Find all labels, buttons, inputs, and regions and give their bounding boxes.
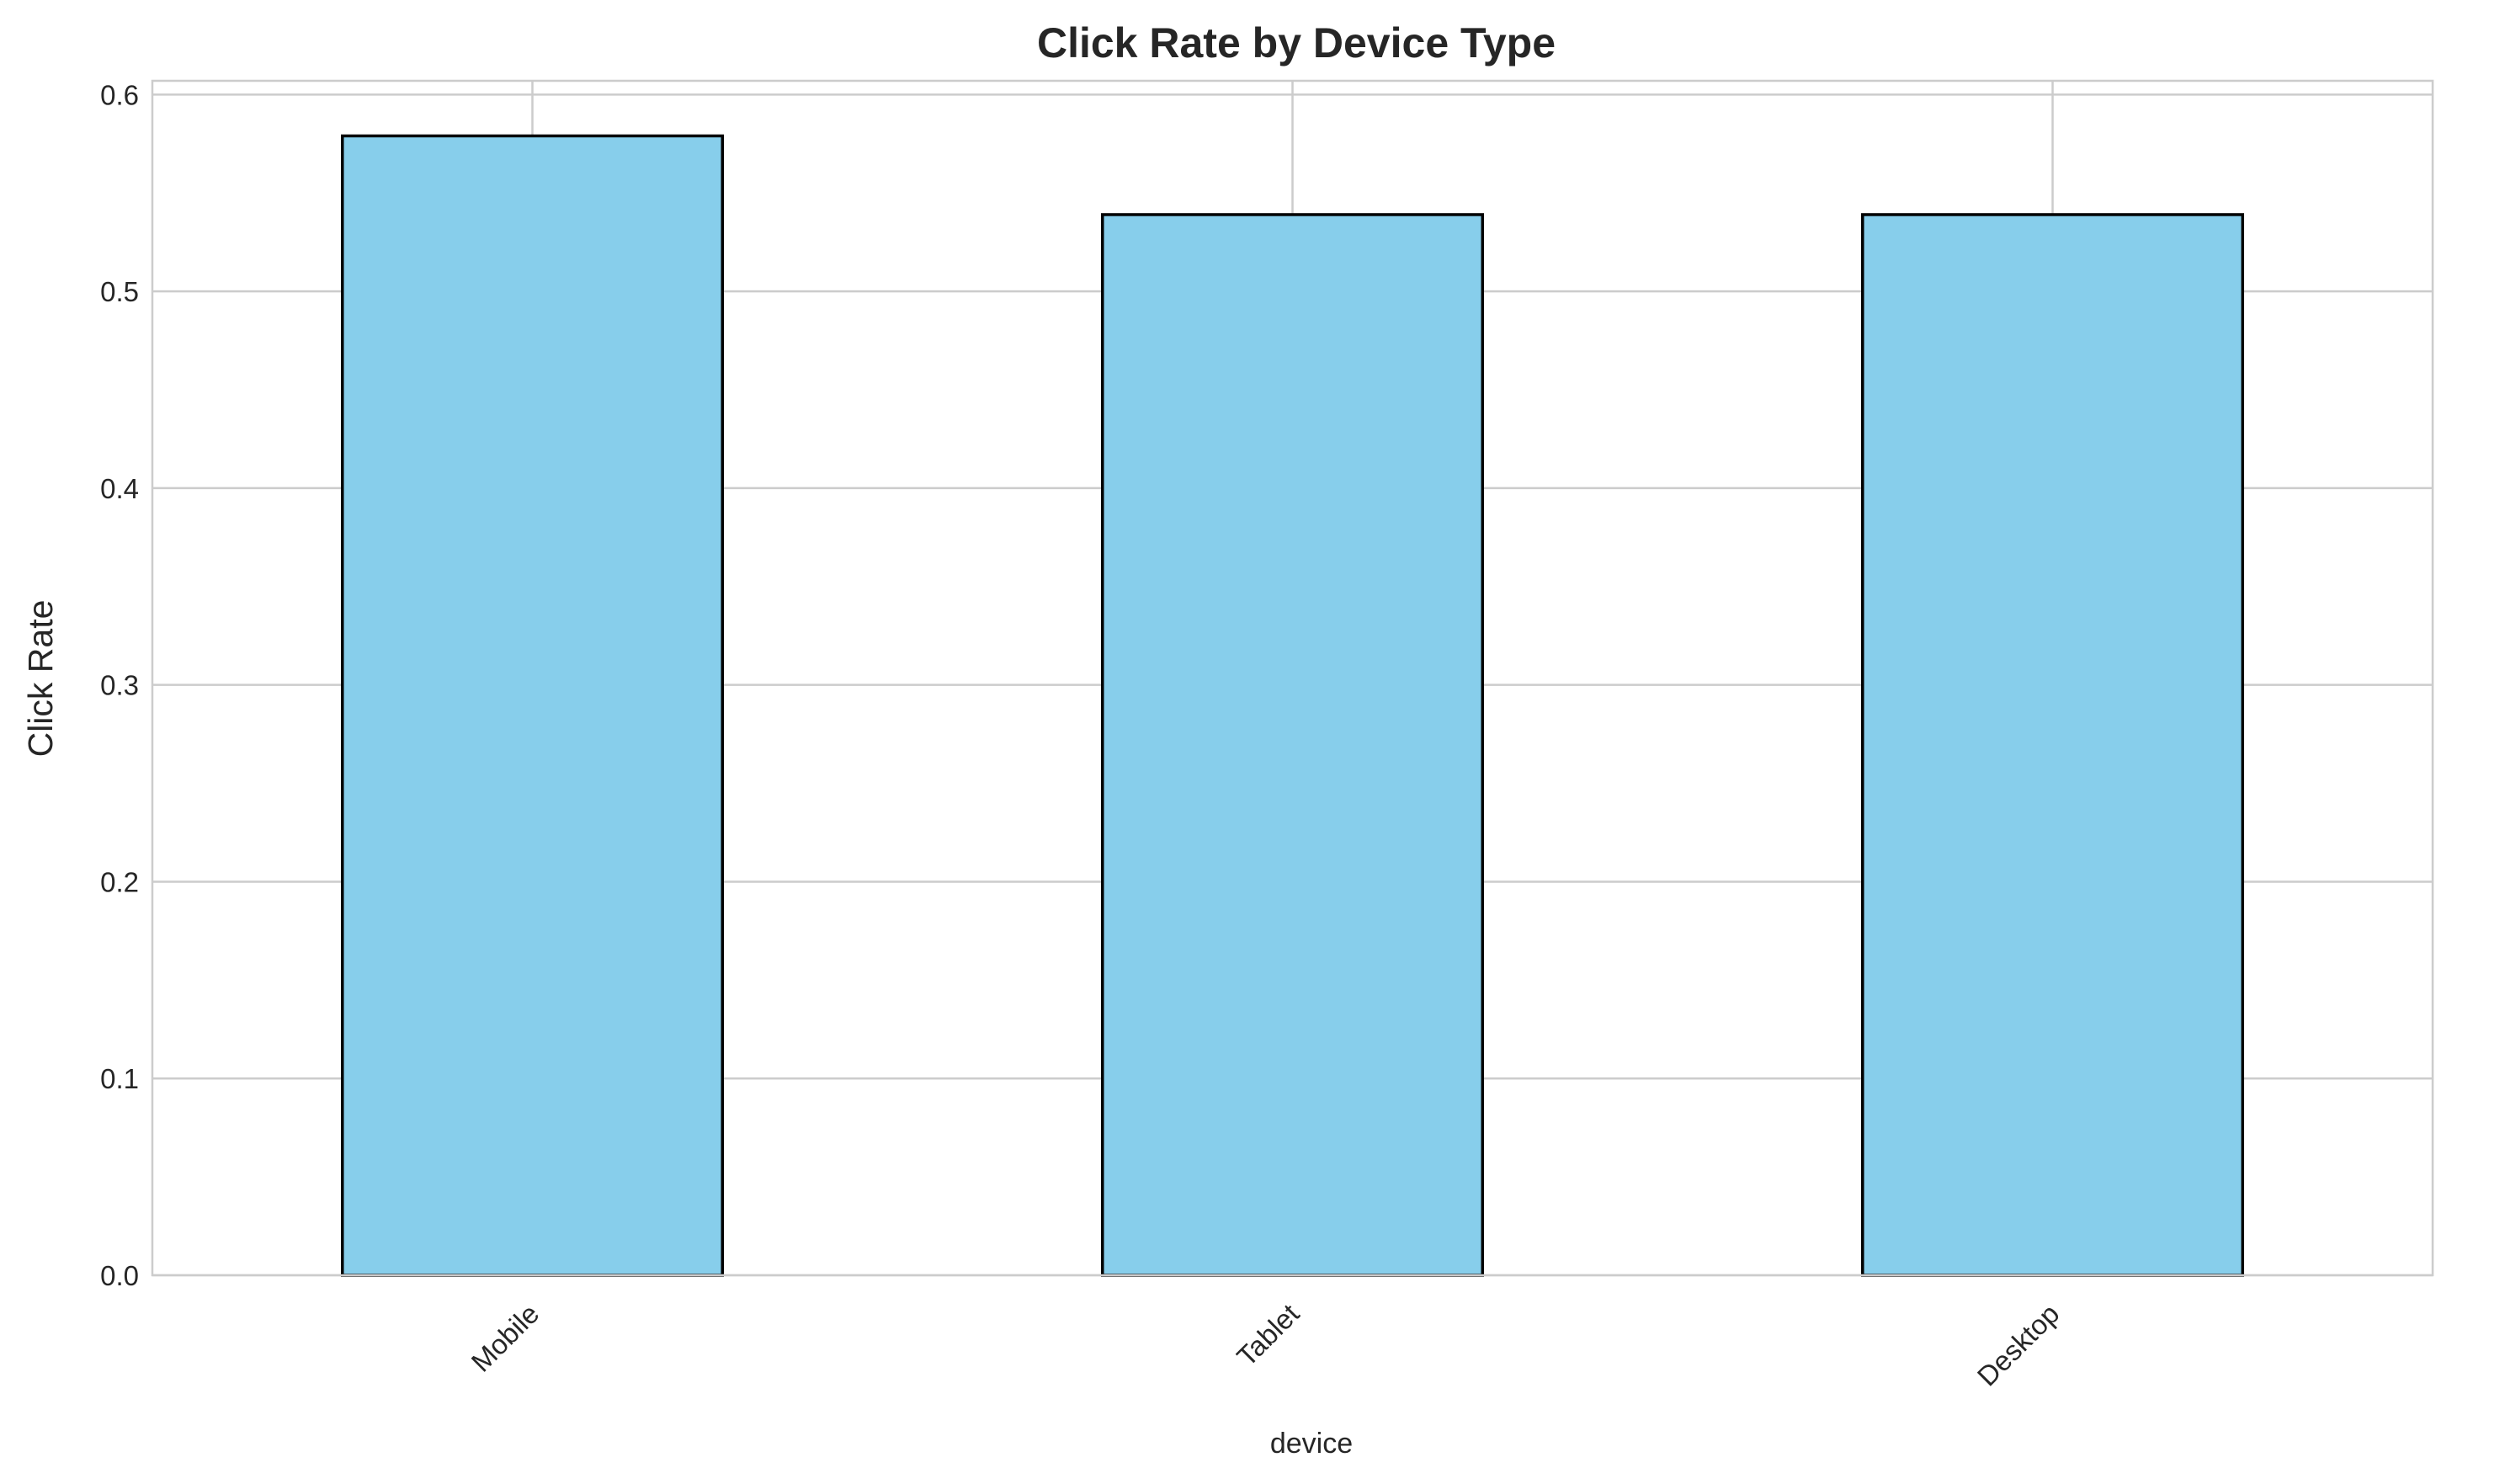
y-tick-label: 0.5	[100, 276, 139, 307]
y-tick-label: 0.6	[100, 79, 139, 110]
bar-desktop	[1861, 213, 2244, 1277]
bar-mobile	[341, 134, 724, 1277]
y-tick-label: 0.4	[100, 473, 139, 504]
x-tick-label: Desktop	[1971, 1298, 2066, 1392]
chart-title: Click Rate by Device Type	[1037, 19, 1556, 66]
x-tick-label: Tablet	[1231, 1298, 1305, 1372]
y-axis-label: Click Rate	[21, 600, 60, 758]
y-tick-label: 0.3	[100, 670, 139, 701]
x-axis-ticks: Mobile Tablet Desktop	[465, 1298, 2066, 1392]
y-tick-label: 0.2	[100, 866, 139, 897]
plot-frame	[151, 79, 2434, 1277]
bars	[341, 134, 2244, 1277]
y-tick-label: 0.0	[100, 1260, 139, 1291]
x-axis-label: device	[1270, 1428, 1353, 1460]
y-tick-label: 0.1	[100, 1063, 139, 1094]
bar-tablet	[1101, 213, 1484, 1277]
y-axis-ticks: 0.0 0.1 0.2 0.3 0.4 0.5 0.6	[100, 79, 139, 1291]
x-tick-label: Mobile	[465, 1298, 545, 1378]
